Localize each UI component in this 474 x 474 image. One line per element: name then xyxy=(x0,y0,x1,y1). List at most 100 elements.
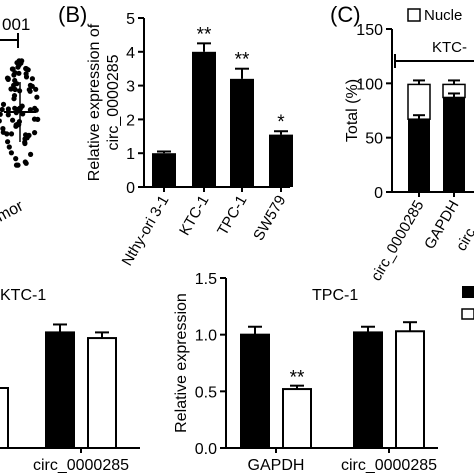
panel-a-category-fragment: mor xyxy=(0,197,27,225)
scatter-point xyxy=(23,71,29,77)
x-tick-label: TPC-1 xyxy=(214,193,250,239)
scatter-point xyxy=(10,66,16,72)
scatter-point xyxy=(10,117,16,123)
panel-a-scatter xyxy=(0,58,41,168)
scatter-point xyxy=(11,93,18,99)
scatter-point xyxy=(22,136,28,142)
scatter-point xyxy=(14,60,20,66)
y-tick-label: 1 xyxy=(126,146,135,163)
legend-swatch-open-fragment xyxy=(461,308,474,320)
scatter-point xyxy=(8,150,14,156)
bar xyxy=(282,388,312,450)
y-tick-label: 100 xyxy=(356,76,383,93)
y-tick-label: 5 xyxy=(126,11,135,28)
bar xyxy=(240,333,270,449)
scatter-point xyxy=(5,139,11,145)
y-tick-label: 1.0 xyxy=(195,328,217,345)
y-tick-label: 4 xyxy=(126,45,135,62)
panel-a: 001 mor xyxy=(0,15,41,226)
scatter-point xyxy=(0,118,2,124)
y-axis-label: Relative expression xyxy=(173,293,190,433)
y-tick-label: 0 xyxy=(126,180,135,197)
bar xyxy=(353,331,383,449)
panel-d: KTC-1 circ_0000285 xyxy=(0,287,140,474)
scatter-point xyxy=(12,86,18,93)
panel-c-legend-swatch xyxy=(407,8,421,22)
panel-d-partial-bar xyxy=(0,387,9,449)
scatter-point xyxy=(29,76,35,82)
x-tick-label: KTC-1 xyxy=(176,193,212,239)
panel-e-title: TPC-1 xyxy=(312,287,358,304)
y-tick-label: 0 xyxy=(374,185,383,202)
bar xyxy=(269,134,293,187)
scatter-point xyxy=(16,70,22,76)
y-tick-label: 2 xyxy=(126,112,135,129)
legend-swatch-filled-fragment xyxy=(462,286,474,298)
scatter-point xyxy=(12,77,18,84)
significance-label: * xyxy=(277,112,285,133)
scatter-point xyxy=(35,116,41,122)
scatter-point xyxy=(12,105,18,111)
panel-c-category-fragment: circ_ xyxy=(453,218,474,254)
scatter-point xyxy=(0,126,6,132)
scatter-point xyxy=(0,106,5,113)
panel-d-title: KTC-1 xyxy=(0,287,46,304)
significance-label: ** xyxy=(235,50,250,71)
scatter-point xyxy=(31,130,38,136)
panel-b: (B) 0 1 2 3 4 5 Relative expression of circ_000… xyxy=(58,2,293,269)
scatter-point xyxy=(8,131,15,137)
bar xyxy=(87,337,117,450)
bar xyxy=(230,78,254,187)
y-tick-label: 150 xyxy=(356,22,383,39)
scatter-point xyxy=(6,144,12,150)
bar-segment xyxy=(407,83,431,120)
scatter-point xyxy=(11,82,17,88)
panel-e: TPC-1 0.0 0.5 1.0 1.5 Relative expression ** G… xyxy=(173,271,438,474)
panel-a-tick-fragment: 001 xyxy=(2,15,30,34)
bar-segment xyxy=(408,119,430,192)
scatter-point xyxy=(11,72,17,78)
significance-label: ** xyxy=(290,368,305,389)
x-tick-label: SW579 xyxy=(250,193,289,244)
y-axis-label: Relative expression of xyxy=(86,23,103,181)
scatter-point xyxy=(15,162,21,168)
y-tick-label: 0.5 xyxy=(195,384,217,401)
bar xyxy=(152,153,176,187)
panel-c: (C) Nucle KTC- circ_ 0 50 100 150 Total (%) c… xyxy=(330,2,474,284)
scatter-point xyxy=(33,86,39,92)
scatter-point xyxy=(4,131,10,137)
panel-c-group-label: KTC- xyxy=(432,39,467,56)
x-tick-label: Nthy-ori 3-1 xyxy=(119,193,173,269)
x-tick-label: circ_0000285 xyxy=(368,198,428,285)
scatter-point xyxy=(26,87,32,93)
y-tick-label: 0.0 xyxy=(195,441,217,458)
y-axis-label: Total (%) xyxy=(344,79,361,142)
x-tick-label: GAPDH xyxy=(248,457,305,474)
bar xyxy=(395,330,425,449)
bar-segment xyxy=(443,97,465,192)
scatter-point xyxy=(22,159,28,165)
x-tick-label: circ_0000285 xyxy=(341,457,437,474)
scatter-point xyxy=(4,75,11,81)
scatter-point xyxy=(0,101,7,107)
bar xyxy=(192,51,216,187)
scatter-point xyxy=(27,82,33,88)
scatter-point xyxy=(0,111,3,117)
bar xyxy=(45,331,75,449)
scatter-point xyxy=(15,64,21,70)
panel-c-legend-label: Nucle xyxy=(424,7,462,24)
y-tick-label: 3 xyxy=(126,79,135,96)
significance-label: ** xyxy=(197,24,212,45)
scatter-point xyxy=(23,65,29,72)
y-tick-label: 50 xyxy=(365,131,383,148)
scatter-point xyxy=(8,86,14,92)
panel-b-letter: (B) xyxy=(58,2,87,27)
panel-c-letter: (C) xyxy=(330,2,361,27)
scatter-point xyxy=(18,60,24,66)
x-tick-label: circ_0000285 xyxy=(33,457,129,474)
scatter-point xyxy=(28,151,34,157)
y-tick-label: 1.5 xyxy=(195,271,217,288)
scatter-point xyxy=(34,94,40,100)
scatter-point xyxy=(13,156,19,162)
